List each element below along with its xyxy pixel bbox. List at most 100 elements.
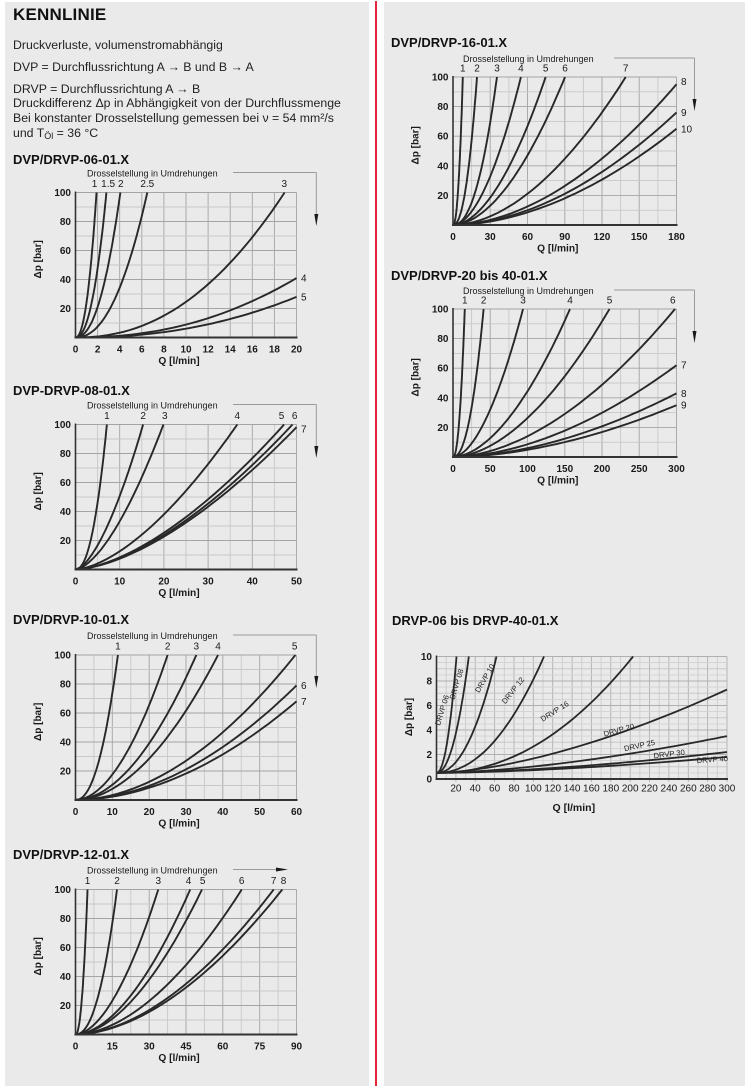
svg-text:2.5: 2.5 (140, 179, 154, 190)
svg-text:1.5: 1.5 (101, 179, 115, 190)
svg-text:150: 150 (631, 232, 648, 243)
svg-text:5: 5 (279, 411, 285, 422)
svg-text:2: 2 (118, 179, 124, 190)
svg-text:60: 60 (217, 1042, 229, 1053)
svg-text:10: 10 (114, 577, 126, 588)
svg-text:5: 5 (607, 296, 613, 307)
svg-text:0: 0 (73, 577, 79, 588)
svg-text:60: 60 (489, 784, 501, 795)
svg-text:4: 4 (117, 345, 123, 356)
svg-text:80: 80 (508, 784, 520, 795)
svg-text:80: 80 (437, 102, 449, 113)
svg-text:20: 20 (60, 536, 72, 547)
svg-text:20: 20 (437, 191, 449, 202)
svg-text:6: 6 (670, 296, 676, 307)
svg-text:6: 6 (426, 701, 432, 712)
svg-text:DRVP 40: DRVP 40 (696, 754, 728, 765)
svg-text:3: 3 (520, 296, 526, 307)
svg-text:4: 4 (235, 411, 241, 422)
svg-text:100: 100 (54, 651, 71, 662)
svg-text:80: 80 (60, 217, 72, 228)
svg-text:250: 250 (631, 464, 648, 475)
svg-text:100: 100 (519, 464, 536, 475)
svg-text:10: 10 (421, 652, 433, 663)
svg-text:60: 60 (291, 807, 303, 818)
svg-text:200: 200 (594, 464, 611, 475)
svg-text:7: 7 (301, 424, 307, 435)
svg-text:2: 2 (95, 345, 101, 356)
svg-text:100: 100 (432, 73, 449, 84)
svg-text:120: 120 (544, 784, 561, 795)
svg-text:4: 4 (301, 274, 307, 285)
svg-text:8: 8 (161, 345, 167, 356)
svg-text:50: 50 (485, 464, 497, 475)
svg-text:Q [l/min]: Q [l/min] (553, 802, 596, 814)
svg-text:2: 2 (114, 876, 120, 887)
svg-text:12: 12 (203, 345, 215, 356)
svg-text:40: 40 (437, 161, 449, 172)
svg-text:60: 60 (60, 709, 72, 720)
svg-text:2: 2 (426, 750, 432, 761)
svg-text:Q [l/min]: Q [l/min] (158, 819, 199, 830)
svg-text:280: 280 (699, 784, 716, 795)
svg-text:30: 30 (144, 1042, 156, 1053)
svg-text:30: 30 (180, 807, 192, 818)
svg-text:Δp [bar]: Δp [bar] (410, 126, 421, 164)
svg-text:5: 5 (301, 292, 307, 303)
svg-text:60: 60 (437, 364, 449, 375)
svg-text:4: 4 (518, 64, 524, 75)
svg-text:200: 200 (622, 784, 639, 795)
svg-text:Δp [bar]: Δp [bar] (33, 703, 44, 741)
svg-text:8: 8 (681, 389, 687, 400)
svg-text:100: 100 (54, 188, 71, 199)
svg-text:5: 5 (543, 64, 549, 75)
svg-text:10: 10 (681, 124, 693, 135)
svg-text:60: 60 (522, 232, 534, 243)
svg-text:1: 1 (85, 876, 91, 887)
svg-text:14: 14 (225, 345, 237, 356)
svg-text:2: 2 (165, 642, 171, 653)
svg-text:Q [l/min]: Q [l/min] (158, 588, 199, 599)
svg-text:Drosselstellung in Umdrehungen: Drosselstellung in Umdrehungen (87, 631, 218, 641)
svg-text:5: 5 (200, 876, 206, 887)
svg-text:100: 100 (54, 420, 71, 431)
svg-text:DRVP 30: DRVP 30 (653, 748, 685, 761)
svg-text:4: 4 (215, 642, 221, 653)
svg-text:5: 5 (292, 642, 298, 653)
svg-text:180: 180 (668, 232, 685, 243)
svg-text:16: 16 (247, 345, 259, 356)
svg-text:0: 0 (450, 232, 456, 243)
svg-text:100: 100 (432, 305, 449, 316)
svg-text:80: 80 (60, 914, 72, 925)
svg-text:18: 18 (269, 345, 281, 356)
svg-text:80: 80 (60, 680, 72, 691)
svg-text:1: 1 (460, 64, 466, 75)
svg-text:9: 9 (681, 108, 687, 119)
svg-text:120: 120 (594, 232, 611, 243)
svg-text:40: 40 (247, 577, 259, 588)
svg-text:Q [l/min]: Q [l/min] (158, 356, 199, 367)
svg-text:Drosselstellung in Umdrehungen: Drosselstellung in Umdrehungen (87, 401, 218, 411)
svg-text:20: 20 (144, 807, 156, 818)
svg-text:4: 4 (567, 296, 573, 307)
svg-text:100: 100 (54, 885, 71, 896)
svg-text:20: 20 (60, 304, 72, 315)
svg-text:8: 8 (681, 77, 687, 88)
svg-text:40: 40 (470, 784, 482, 795)
svg-text:Drosselstellung in Umdrehungen: Drosselstellung in Umdrehungen (87, 169, 218, 179)
svg-text:20: 20 (60, 767, 72, 778)
svg-text:180: 180 (602, 784, 619, 795)
svg-text:Q [l/min]: Q [l/min] (158, 1053, 199, 1064)
svg-text:Q [l/min]: Q [l/min] (537, 244, 578, 255)
svg-text:0: 0 (73, 345, 79, 356)
svg-text:40: 40 (60, 275, 72, 286)
svg-text:0: 0 (426, 775, 432, 786)
svg-text:20: 20 (60, 1001, 72, 1012)
svg-text:Δp [bar]: Δp [bar] (33, 472, 44, 510)
svg-text:20: 20 (291, 345, 303, 356)
svg-text:1: 1 (462, 296, 468, 307)
svg-text:10: 10 (180, 345, 192, 356)
svg-text:150: 150 (556, 464, 573, 475)
svg-text:80: 80 (437, 334, 449, 345)
svg-text:2: 2 (474, 64, 480, 75)
